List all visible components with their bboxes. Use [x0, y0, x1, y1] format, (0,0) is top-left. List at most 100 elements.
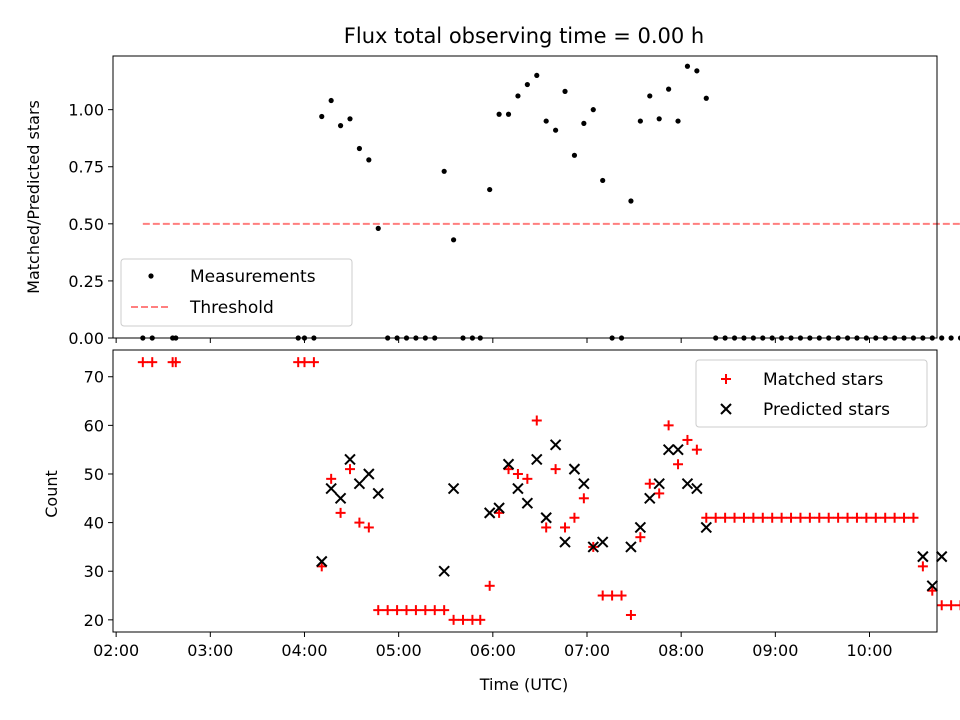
matched-star-point: [512, 468, 523, 479]
measurement-point: [600, 177, 606, 184]
legend-predicted-marker: [720, 403, 732, 415]
matched-star-point: [170, 357, 181, 368]
predicted-star-point: [936, 550, 948, 563]
matched-star-point: [870, 512, 881, 523]
predicted-star-point: [672, 443, 684, 456]
bottom-y-tick-label: 60: [84, 416, 104, 435]
matched-star-point: [889, 512, 900, 523]
legend-matched-marker: [721, 374, 731, 384]
predicted-star-point: [587, 541, 599, 553]
measurement-point: [571, 152, 578, 158]
predicted-star-point: [316, 555, 328, 568]
matched-star-point: [757, 512, 768, 523]
matched-star-point: [644, 478, 655, 489]
matched-star-point: [738, 512, 749, 523]
matched-star-point: [335, 507, 346, 518]
legend-measurements-label: Measurements: [190, 267, 316, 287]
matched-star-point: [494, 507, 505, 518]
matched-star-point: [607, 590, 618, 601]
top-y-tick-label: 0.75: [68, 158, 104, 177]
bottom-plot-frame: [112, 349, 938, 633]
predicted-star-point: [681, 477, 694, 490]
predicted-star-point: [634, 521, 647, 534]
matched-star-point: [880, 512, 891, 523]
matched-star-point: [823, 512, 834, 523]
matched-star-point: [326, 473, 337, 484]
top-y-tick-label: 1.00: [68, 101, 104, 120]
bottom-legend-box: [695, 359, 928, 428]
x-tick-label: 09:00: [752, 641, 798, 660]
predicted-star-point: [502, 458, 515, 470]
bottom-x-ticks: 02:00 03:00 04:00 05:00 06:00 07:00 08:00 09:00…: [93, 632, 893, 660]
matched-star-point: [936, 600, 947, 611]
measurement-point: [647, 93, 653, 99]
predicted-star-point: [653, 477, 665, 490]
measurement-point: [337, 123, 344, 129]
matched-star-point: [484, 580, 495, 591]
predicted-star-point: [521, 497, 534, 509]
matched-star-point: [560, 522, 571, 533]
matched-star-point: [569, 512, 580, 523]
legend-threshold-label: Threshold: [189, 298, 274, 318]
predicted-star-point: [596, 536, 609, 548]
predicted-star-point: [438, 565, 450, 577]
x-tick-label: 10:00: [846, 641, 892, 660]
predicted-star-point: [540, 512, 552, 524]
x-tick-label: 07:00: [564, 641, 610, 660]
matched-star-point: [682, 434, 693, 445]
matched-star-point: [625, 609, 636, 620]
measurement-point: [656, 116, 662, 122]
matched-star-point: [776, 512, 787, 523]
predicted-star-point: [363, 468, 375, 480]
matched-star-point: [448, 614, 459, 625]
matched-star-point: [927, 585, 938, 596]
measurement-point: [505, 111, 512, 117]
matched-star-point: [541, 522, 552, 533]
bottom-y-tick-label: 50: [84, 465, 104, 484]
matched-star-point: [946, 600, 957, 611]
predicted-star-point: [662, 443, 675, 456]
measurement-point: [496, 111, 502, 117]
predicted-star-point: [334, 492, 347, 505]
x-tick-label: 04:00: [281, 641, 327, 660]
predicted-star-point: [549, 439, 562, 451]
predicted-star-point: [644, 492, 656, 505]
bottom-y-tick-label: 20: [84, 611, 104, 630]
matched-star-point: [804, 512, 815, 523]
predicted-star-point: [531, 453, 543, 466]
matched-star-point: [137, 357, 148, 368]
measurement-point: [366, 157, 372, 163]
top-y-tick-label: 0.00: [68, 329, 104, 348]
x-tick-label: 06:00: [470, 641, 516, 660]
top-plot-frame: [112, 55, 938, 339]
measurement-point: [441, 168, 447, 174]
predicted-star-point: [325, 482, 337, 495]
matched-star-point: [578, 493, 589, 504]
measurement-point: [328, 97, 334, 104]
x-tick-label: 03:00: [187, 641, 233, 660]
measurement-point: [948, 335, 954, 341]
measurement-point: [534, 72, 540, 79]
top-legend: Measurements Threshold: [120, 258, 353, 327]
measurement-point: [694, 68, 700, 74]
top-legend-box: [120, 258, 353, 327]
top-y-tick-label: 0.50: [68, 215, 104, 234]
matched-star-point: [429, 605, 440, 616]
matched-star-point: [363, 522, 374, 533]
matched-star-point: [691, 444, 702, 455]
x-tick-label: 08:00: [658, 641, 704, 660]
predicted-star-point: [700, 521, 712, 534]
predicted-star-point: [493, 502, 505, 514]
matched-star-point: [522, 473, 533, 484]
matched-star-point: [851, 512, 862, 523]
x-tick-label: 02:00: [93, 641, 139, 660]
matched-star-point: [635, 532, 646, 543]
measurement-point: [543, 118, 549, 124]
predicted-star-point: [559, 536, 571, 548]
legend-plus-glyph: [721, 374, 731, 384]
predicted-star-point: [926, 580, 938, 592]
matched-star-point: [550, 464, 561, 475]
matched-star-point: [531, 415, 542, 426]
matched-star-point: [673, 459, 684, 470]
